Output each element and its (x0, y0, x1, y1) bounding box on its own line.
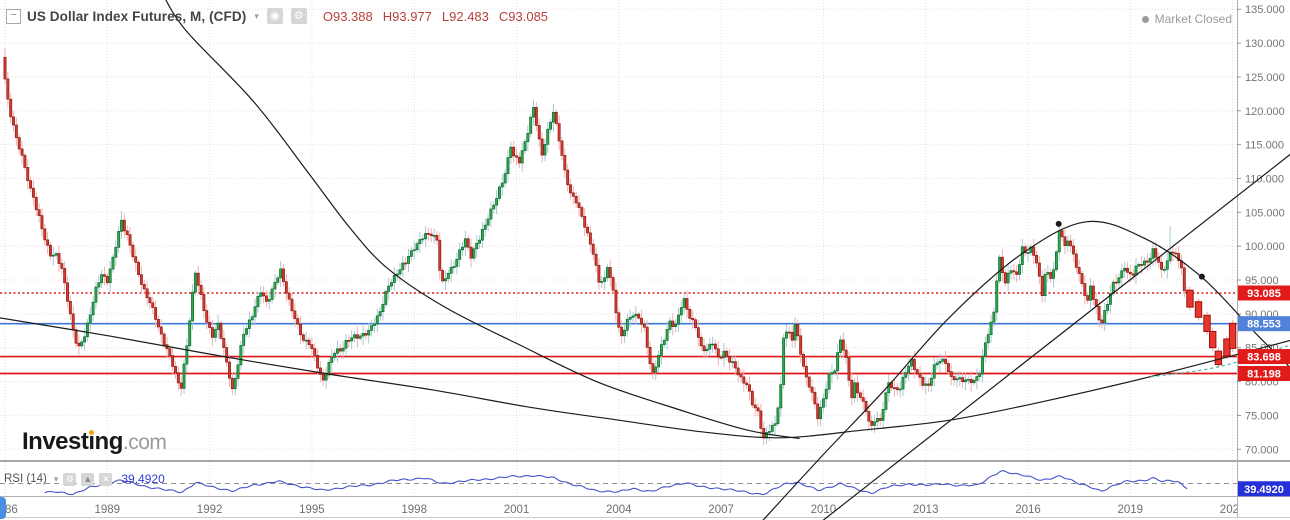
svg-text:93.085: 93.085 (1247, 288, 1281, 300)
svg-text:105.000: 105.000 (1245, 207, 1285, 219)
market-status: Market Closed (1141, 12, 1232, 26)
svg-text:88.553: 88.553 (1247, 319, 1281, 331)
svg-text:2022: 2022 (1220, 504, 1246, 516)
svg-text:120.000: 120.000 (1245, 106, 1285, 118)
svg-text:2007: 2007 (708, 504, 734, 516)
chevron-down-icon[interactable]: ▾ (254, 10, 259, 21)
svg-text:2001: 2001 (504, 504, 530, 516)
curve-anchor-dot (1198, 273, 1205, 280)
menu-icon[interactable]: ▲ (81, 472, 95, 486)
status-dot-icon (1141, 15, 1149, 23)
close-icon[interactable]: ✕ (99, 472, 113, 486)
svg-text:81.198: 81.198 (1247, 368, 1281, 380)
gear-icon[interactable]: ⚙ (290, 8, 307, 24)
svg-text:2019: 2019 (1118, 504, 1144, 516)
horizontal-line-badge (1238, 365, 1290, 381)
svg-text:2010: 2010 (811, 504, 837, 516)
svg-text:2016: 2016 (1015, 504, 1041, 516)
low-value: L92.483 (441, 8, 489, 24)
candles (3, 47, 1189, 445)
last-price-badge (1238, 285, 1290, 301)
symbol-title[interactable]: US Dollar Index Futures, M, (CFD) (27, 8, 247, 24)
svg-text:1989: 1989 (95, 504, 121, 516)
collapse-icon[interactable]: − (6, 8, 21, 24)
rsi-indicator-row: RSI (14) ▾ ⚙ ▲ ✕ 39.4920 (4, 472, 165, 486)
svg-text:2013: 2013 (913, 504, 939, 516)
rsi-line (44, 470, 1188, 496)
price-axis[interactable]: 135.000130.000125.000120.000115.000110.0… (1237, 4, 1285, 456)
svg-text:95.000: 95.000 (1245, 275, 1279, 287)
chart-header: − US Dollar Index Futures, M, (CFD) ▾ ◉ … (6, 8, 548, 24)
svg-text:125.000: 125.000 (1245, 72, 1285, 84)
logo-suffix: .com (122, 431, 167, 454)
curve-anchor-dot (1055, 220, 1062, 227)
svg-text:100.000: 100.000 (1245, 241, 1285, 253)
market-status-label: Market Closed (1154, 12, 1232, 26)
falling-curved-trendline (165, 0, 800, 440)
eye-icon[interactable]: ◉ (266, 8, 283, 24)
svg-text:135.000: 135.000 (1245, 4, 1285, 16)
horizontal-line-badge (1238, 349, 1290, 365)
rsi-pane (0, 470, 1237, 496)
svg-text:1995: 1995 (299, 504, 325, 516)
svg-text:70.000: 70.000 (1245, 444, 1279, 456)
gear-icon[interactable]: ⚙ (63, 472, 77, 486)
svg-text:2004: 2004 (606, 504, 632, 516)
chevron-down-icon[interactable]: ▾ (53, 473, 59, 484)
svg-text:1992: 1992 (197, 504, 223, 516)
time-axis[interactable]: 1986198919921995199820012004200720102013… (0, 504, 1245, 516)
close-value: C93.085 (498, 8, 549, 24)
svg-text:75.000: 75.000 (1245, 410, 1279, 422)
rsi-value-badge (1238, 481, 1290, 497)
rsi-current-value: 39.4920 (121, 472, 165, 486)
rsi-label[interactable]: RSI (14) (4, 473, 47, 485)
projection-bars (1186, 286, 1237, 369)
open-value: O93.388 (322, 8, 373, 24)
horizontal-line-badge (1238, 316, 1290, 332)
investing-logo: Investing.com (22, 428, 167, 456)
grid (0, 0, 1237, 496)
svg-text:83.698: 83.698 (1247, 352, 1281, 364)
rising-trendline (822, 153, 1290, 520)
ohlc-readout: O93.388 H93.977 L92.483 C93.085 (323, 9, 548, 24)
saucer-base-curve (0, 317, 1290, 439)
high-value: H93.977 (382, 8, 432, 24)
logo-text: Investing (22, 428, 123, 455)
dome-top-arc (762, 220, 1290, 520)
bottom-left-handle[interactable] (0, 497, 6, 519)
price-badges: 93.085 88.553 83.698 81.198 39.4920 (1238, 285, 1290, 497)
svg-text:115.000: 115.000 (1245, 140, 1284, 152)
svg-text:39.4920: 39.4920 (1244, 484, 1284, 496)
svg-text:1998: 1998 (401, 504, 427, 516)
svg-text:130.000: 130.000 (1245, 38, 1285, 50)
